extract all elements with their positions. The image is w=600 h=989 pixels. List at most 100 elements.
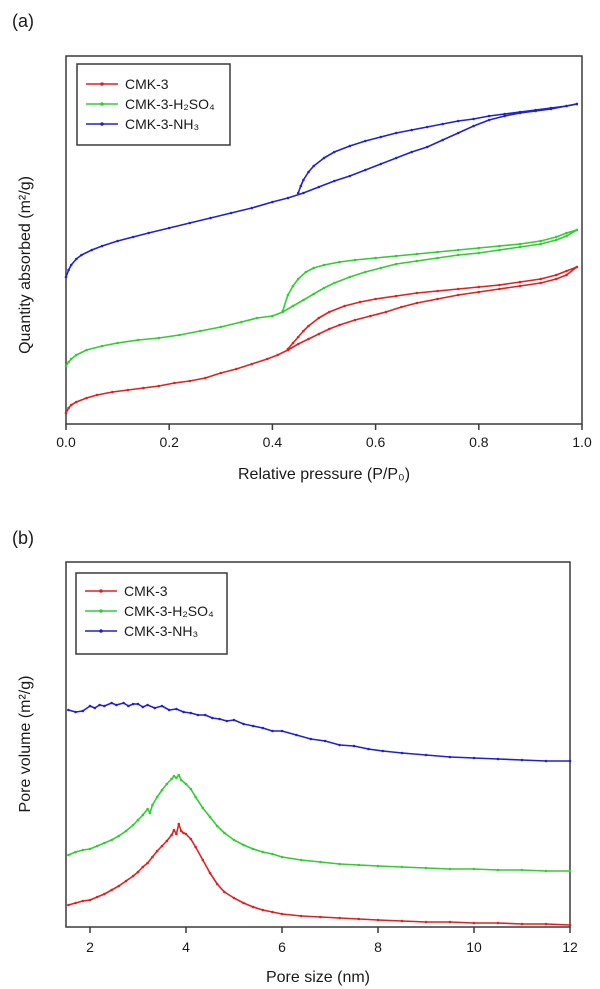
legend-label: CMK-3 xyxy=(125,76,169,92)
data-point-marker xyxy=(296,277,300,281)
x-tick-label: 12 xyxy=(562,939,578,955)
data-point-marker xyxy=(141,813,145,817)
data-point-marker xyxy=(338,916,341,920)
data-point-marker xyxy=(69,263,73,267)
data-point-marker xyxy=(146,861,149,865)
data-point-marker xyxy=(136,818,140,822)
data-point-marker xyxy=(271,910,274,914)
data-point-marker xyxy=(544,759,548,763)
data-point-marker xyxy=(155,795,159,799)
data-point-marker xyxy=(182,710,185,714)
data-point-marker xyxy=(67,903,70,907)
data-point-marker xyxy=(240,320,243,324)
data-point-marker xyxy=(302,191,305,195)
data-point-marker xyxy=(242,901,245,905)
data-point-marker xyxy=(317,185,321,189)
legend-marker xyxy=(100,102,104,106)
data-point-marker xyxy=(90,248,94,252)
data-point-marker xyxy=(394,254,398,258)
legend-label: CMK-3-H₂SO₄ xyxy=(125,96,215,112)
data-point-marker xyxy=(348,144,352,148)
data-point-marker xyxy=(242,843,245,847)
x-tick-label: 0.8 xyxy=(469,434,489,450)
data-point-marker xyxy=(518,242,522,246)
data-point-marker xyxy=(312,266,316,270)
data-point-marker xyxy=(165,839,169,843)
data-point-marker xyxy=(131,874,135,878)
data-point-marker xyxy=(286,347,290,351)
data-point-marker xyxy=(184,782,188,786)
data-point-marker xyxy=(425,125,429,129)
legend-label: CMK-3-H₂SO₄ xyxy=(124,603,214,619)
data-point-marker xyxy=(518,280,522,284)
data-point-marker xyxy=(410,128,414,132)
data-point-marker xyxy=(302,329,305,333)
data-point-marker xyxy=(215,882,219,886)
data-point-marker xyxy=(67,268,70,272)
data-point-marker xyxy=(189,837,193,841)
x-tick-label: 0.0 xyxy=(56,434,76,450)
data-point-marker xyxy=(146,807,149,811)
data-point-marker xyxy=(338,323,341,327)
data-point-marker xyxy=(250,362,254,366)
data-point-marker xyxy=(127,704,130,708)
data-point-marker xyxy=(456,287,460,291)
data-point-marker xyxy=(124,829,128,833)
data-point-marker xyxy=(477,251,481,255)
data-point-marker xyxy=(103,704,106,708)
data-point-marker xyxy=(177,822,181,826)
data-point-marker xyxy=(151,803,154,807)
data-point-marker xyxy=(131,702,135,706)
data-point-marker xyxy=(424,866,428,870)
data-point-marker xyxy=(265,357,269,361)
data-point-marker xyxy=(136,870,140,874)
data-point-marker xyxy=(286,293,290,297)
data-point-marker xyxy=(496,868,500,872)
data-point-marker xyxy=(122,701,125,705)
data-point-marker xyxy=(74,710,77,714)
data-point-marker xyxy=(232,718,236,722)
data-point-marker xyxy=(338,862,341,866)
legend-label: CMK-3-NH₃ xyxy=(124,623,198,639)
data-point-marker xyxy=(223,890,226,894)
data-point-marker xyxy=(242,722,245,726)
data-point-marker xyxy=(394,294,398,298)
data-point-marker xyxy=(477,246,481,250)
data-point-marker xyxy=(357,863,361,867)
data-point-marker xyxy=(147,231,150,235)
data-point-marker xyxy=(172,774,176,778)
data-point-marker xyxy=(255,316,259,320)
data-point-marker xyxy=(539,277,542,281)
data-point-marker xyxy=(296,342,300,346)
data-point-marker xyxy=(251,724,255,728)
data-point-marker xyxy=(575,265,579,269)
data-point-marker xyxy=(198,329,202,333)
data-point-marker xyxy=(182,831,185,835)
data-point-marker xyxy=(189,711,193,715)
data-point-marker xyxy=(565,234,568,238)
data-point-marker xyxy=(116,239,119,243)
data-point-marker xyxy=(67,406,70,410)
data-point-marker xyxy=(544,869,548,873)
data-point-marker xyxy=(251,847,255,851)
data-point-marker xyxy=(353,258,357,262)
data-point-marker xyxy=(554,273,558,277)
legend-label: CMK-3 xyxy=(124,583,168,599)
data-point-marker xyxy=(100,344,104,348)
data-point-marker xyxy=(575,228,579,232)
data-point-marker xyxy=(322,263,326,267)
data-point-marker xyxy=(299,858,303,862)
data-point-marker xyxy=(299,184,303,188)
data-point-marker xyxy=(554,235,558,239)
panel-a-label: (a) xyxy=(12,11,34,31)
data-point-marker xyxy=(175,832,178,836)
data-point-marker xyxy=(131,235,135,239)
data-point-marker xyxy=(472,921,476,925)
data-point-marker xyxy=(307,170,310,174)
data-point-marker xyxy=(487,118,491,122)
data-point-marker xyxy=(441,138,445,142)
data-point-marker xyxy=(304,270,308,274)
series-line-CMK-3-curve xyxy=(68,823,571,926)
data-point-marker xyxy=(376,864,380,868)
data-point-marker xyxy=(136,338,140,342)
